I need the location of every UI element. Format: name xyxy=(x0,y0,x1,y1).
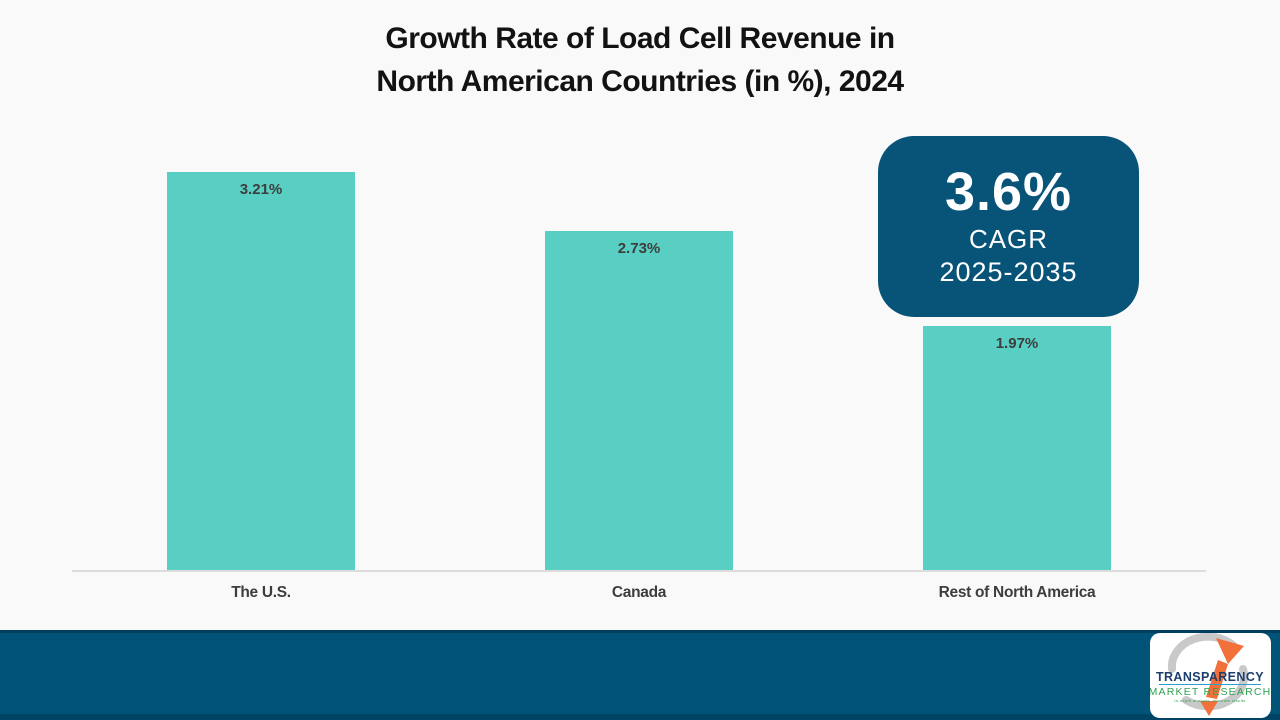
logo-divider-line xyxy=(1159,684,1261,685)
x-axis-labels: The U.S. Canada Rest of North America xyxy=(72,584,1206,602)
logo-text-transparency: TRANSPARENCY xyxy=(1156,670,1264,684)
chart-column-rest-na: 1.97% xyxy=(828,0,1206,570)
logo-arrow-down-icon xyxy=(1200,701,1218,716)
bar-chart: 3.21% 2.73% 1.97% xyxy=(72,0,1206,572)
chart-title-line2: North American Countries (in %), 2024 xyxy=(376,64,904,98)
bar-value-label: 3.21% xyxy=(239,181,283,198)
logo-arrow-up-icon xyxy=(1206,638,1244,699)
chart-column-us: 3.21% xyxy=(72,0,450,570)
logo-tagline: In-depth analysis, accurate results xyxy=(1174,698,1245,703)
cagr-value: 3.6% xyxy=(944,162,1073,223)
logo-swoosh-icon xyxy=(1167,633,1249,711)
cagr-label: CAGR xyxy=(968,224,1049,255)
chart-column-canada: 2.73% xyxy=(450,0,828,570)
chart-title: Growth Rate of Load Cell Revenue in Nort… xyxy=(0,18,1280,103)
tmr-logo: TRANSPARENCY MARKET RESEARCH In-depth an… xyxy=(1150,633,1271,718)
bar-rest-of-north-america: 1.97% xyxy=(923,326,1111,570)
bar-value-label: 1.97% xyxy=(995,335,1039,352)
bar-the-us: 3.21% xyxy=(167,172,355,570)
cagr-period: 2025-2035 xyxy=(939,256,1078,287)
bar-canada: 2.73% xyxy=(545,231,733,570)
logo-text-market-research: MARKET RESEARCH xyxy=(1150,686,1271,698)
x-axis-label-rest-na: Rest of North America xyxy=(938,584,1096,601)
cagr-badge: 3.6% CAGR 2025-2035 xyxy=(878,136,1139,317)
bar-value-label: 2.73% xyxy=(617,240,661,257)
x-axis-label-canada: Canada xyxy=(611,584,667,601)
footer-bar xyxy=(0,630,1280,720)
chart-title-line1: Growth Rate of Load Cell Revenue in xyxy=(385,22,895,55)
x-axis-label-us: The U.S. xyxy=(231,584,291,601)
